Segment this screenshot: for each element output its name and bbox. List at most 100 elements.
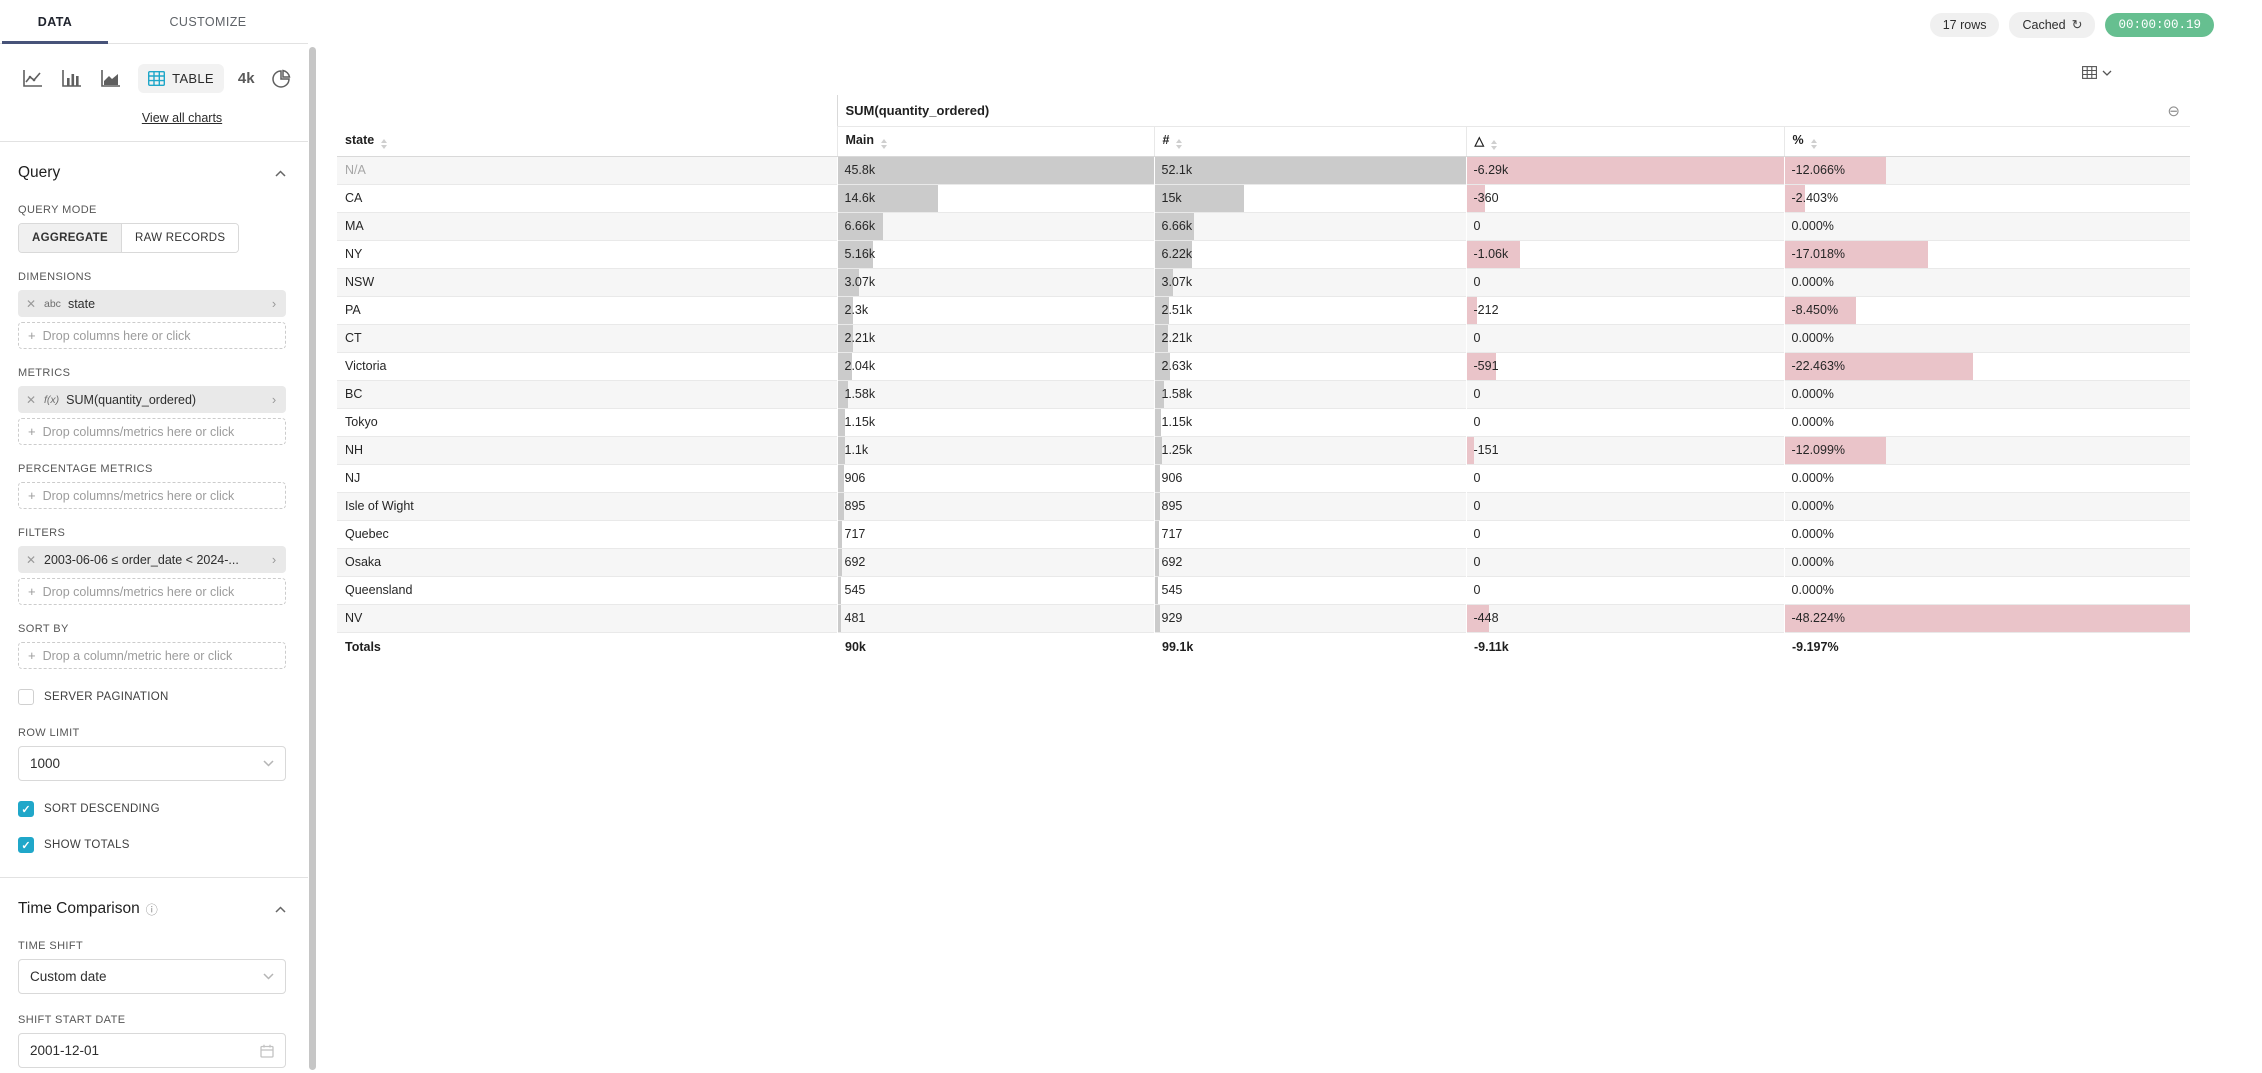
server-pagination-checkbox[interactable] [18, 689, 34, 705]
column-header-main[interactable]: Main [836, 126, 1154, 157]
show-totals-checkline[interactable]: ✓ SHOW TOTALS [18, 837, 286, 853]
column-header-state[interactable]: state [337, 126, 837, 157]
metrics-dropzone[interactable]: + Drop columns/metrics here or click [18, 418, 286, 445]
shift-start-date-input[interactable]: 2001-12-01 [18, 1033, 286, 1068]
big-number-chart-icon[interactable]: 4k [237, 70, 255, 87]
column-header-percent[interactable]: % [1783, 126, 2190, 157]
cell-num: 15k [1153, 184, 1466, 212]
tab-data[interactable]: DATA [37, 14, 73, 29]
collapse-chevron-icon[interactable] [275, 169, 286, 177]
chevron-right-icon[interactable]: › [271, 552, 277, 567]
value-bar [1154, 548, 1159, 576]
chevron-right-icon[interactable]: › [271, 296, 277, 311]
filters-dropzone[interactable]: + Drop columns/metrics here or click [18, 578, 286, 605]
aggregate-button[interactable]: AGGREGATE [19, 224, 122, 252]
cell-delta: 0 [1465, 520, 1784, 548]
dimension-pill-state[interactable]: ✕ abc state › [18, 290, 286, 317]
remove-metric-icon[interactable]: ✕ [25, 392, 37, 407]
column-header-delta[interactable]: △ [1465, 126, 1784, 157]
chevron-right-icon[interactable]: › [271, 392, 277, 407]
sort-by-label: SORT BY [18, 623, 69, 635]
cell-num: 1.58k [1153, 380, 1466, 408]
query-section: Query QUERY MODE AGGREGATE RAW RECORDS D… [0, 142, 308, 853]
cell-state: Quebec [345, 527, 389, 541]
viz-type-table-selected[interactable]: TABLE [138, 64, 224, 93]
value-bar [837, 492, 844, 520]
cell-main: 1.58k [836, 380, 1154, 408]
totals-label: Totals [345, 640, 381, 655]
query-mode-toggle: AGGREGATE RAW RECORDS [18, 223, 240, 253]
section-divider [0, 877, 308, 878]
sort-descending-checkline[interactable]: ✓ SORT DESCENDING [18, 801, 286, 817]
panel-tabs: DATA CUSTOMIZE [0, 0, 308, 44]
raw-records-button[interactable]: RAW RECORDS [121, 224, 239, 252]
sort-icon [1176, 139, 1183, 149]
cell-delta: 0 [1465, 408, 1784, 436]
collapse-comparison-columns-icon[interactable]: ⊖ [2167, 103, 2180, 120]
cell-state: Tokyo [345, 415, 378, 429]
tab-customize[interactable]: CUSTOMIZE [169, 14, 247, 29]
cell-main: 692 [836, 548, 1154, 576]
percentage-metrics-dropzone[interactable]: + Drop columns/metrics here or click [18, 482, 286, 509]
table-row: NV 481 929 -448 -48.224% [337, 604, 2190, 632]
info-icon[interactable]: ⓘ [145, 902, 158, 917]
value-bar [837, 548, 843, 576]
cell-state: Osaka [345, 555, 382, 569]
cell-state: NSW [345, 275, 375, 289]
remove-dimension-icon[interactable]: ✕ [25, 296, 37, 311]
table-row: PA 2.3k 2.51k -212 -8.450% [337, 296, 2190, 324]
panel-scrollbar[interactable] [309, 47, 316, 1070]
pie-chart-icon[interactable] [269, 68, 294, 90]
server-pagination-checkline[interactable]: SERVER PAGINATION [18, 689, 286, 705]
chart-area: 17 rows Cached ↻ 00:00:00.19 SUM [308, 0, 2262, 1073]
column-header-count[interactable]: # [1153, 126, 1466, 157]
area-chart-icon[interactable] [99, 68, 124, 90]
bar-chart-icon[interactable] [59, 68, 84, 90]
filter-pill-order-date[interactable]: ✕ 2003-06-06 ≤ order_date < 2024-... › [18, 546, 286, 573]
plus-icon: + [28, 584, 36, 599]
table-row: NY 5.16k 6.22k -1.06k -17.018% [337, 240, 2190, 268]
cell-delta: -212 [1465, 296, 1784, 324]
time-shift-label: TIME SHIFT [18, 940, 84, 952]
value-bar [1154, 520, 1159, 548]
value-bar [1154, 492, 1160, 520]
query-section-title: Query [18, 164, 61, 181]
viz-type-picker: TABLE 4k [0, 44, 308, 99]
cell-delta: -151 [1465, 436, 1784, 464]
value-bar [837, 296, 854, 324]
active-tab-indicator [2, 41, 108, 44]
sort-descending-checkbox[interactable]: ✓ [18, 801, 34, 817]
cached-badge[interactable]: Cached ↻ [2009, 12, 2096, 38]
metric-pill-sum[interactable]: ✕ f(x) SUM(quantity_ordered) › [18, 386, 286, 413]
cell-pct: 0.000% [1783, 464, 2190, 492]
cell-state: PA [345, 303, 361, 317]
cell-delta: -448 [1465, 604, 1784, 632]
cell-pct: 0.000% [1783, 576, 2190, 604]
cell-state: NV [345, 611, 363, 625]
collapse-chevron-icon[interactable] [275, 905, 286, 913]
cell-num: 6.66k [1153, 212, 1466, 240]
cell-num: 929 [1153, 604, 1466, 632]
negative-value-bar [1466, 156, 1784, 184]
sort-icon [381, 138, 388, 149]
line-chart-icon[interactable] [20, 68, 45, 90]
sort-by-dropzone[interactable]: + Drop a column/metric here or click [18, 642, 286, 669]
chevron-down-icon [2102, 70, 2112, 76]
negative-value-bar [1784, 436, 1887, 464]
negative-value-bar [1784, 240, 1928, 268]
cell-num: 1.25k [1153, 436, 1466, 464]
table-display-menu[interactable] [2082, 66, 2112, 79]
dimensions-dropzone[interactable]: + Drop columns here or click [18, 322, 286, 349]
show-totals-checkbox[interactable]: ✓ [18, 837, 34, 853]
cell-delta: 0 [1465, 380, 1784, 408]
viz-type-table-label: TABLE [172, 71, 214, 86]
table-row: NJ 906 906 0 0.000% [337, 464, 2190, 492]
grid-icon [2082, 66, 2097, 79]
view-all-charts-link[interactable]: View all charts [141, 111, 223, 125]
refresh-icon[interactable]: ↻ [2071, 17, 2083, 32]
cell-num: 717 [1153, 520, 1466, 548]
table-row: CT 2.21k 2.21k 0 0.000% [337, 324, 2190, 352]
time-shift-select[interactable]: Custom date [18, 959, 286, 994]
row-limit-select[interactable]: 1000 [18, 746, 286, 781]
remove-filter-icon[interactable]: ✕ [25, 552, 37, 567]
